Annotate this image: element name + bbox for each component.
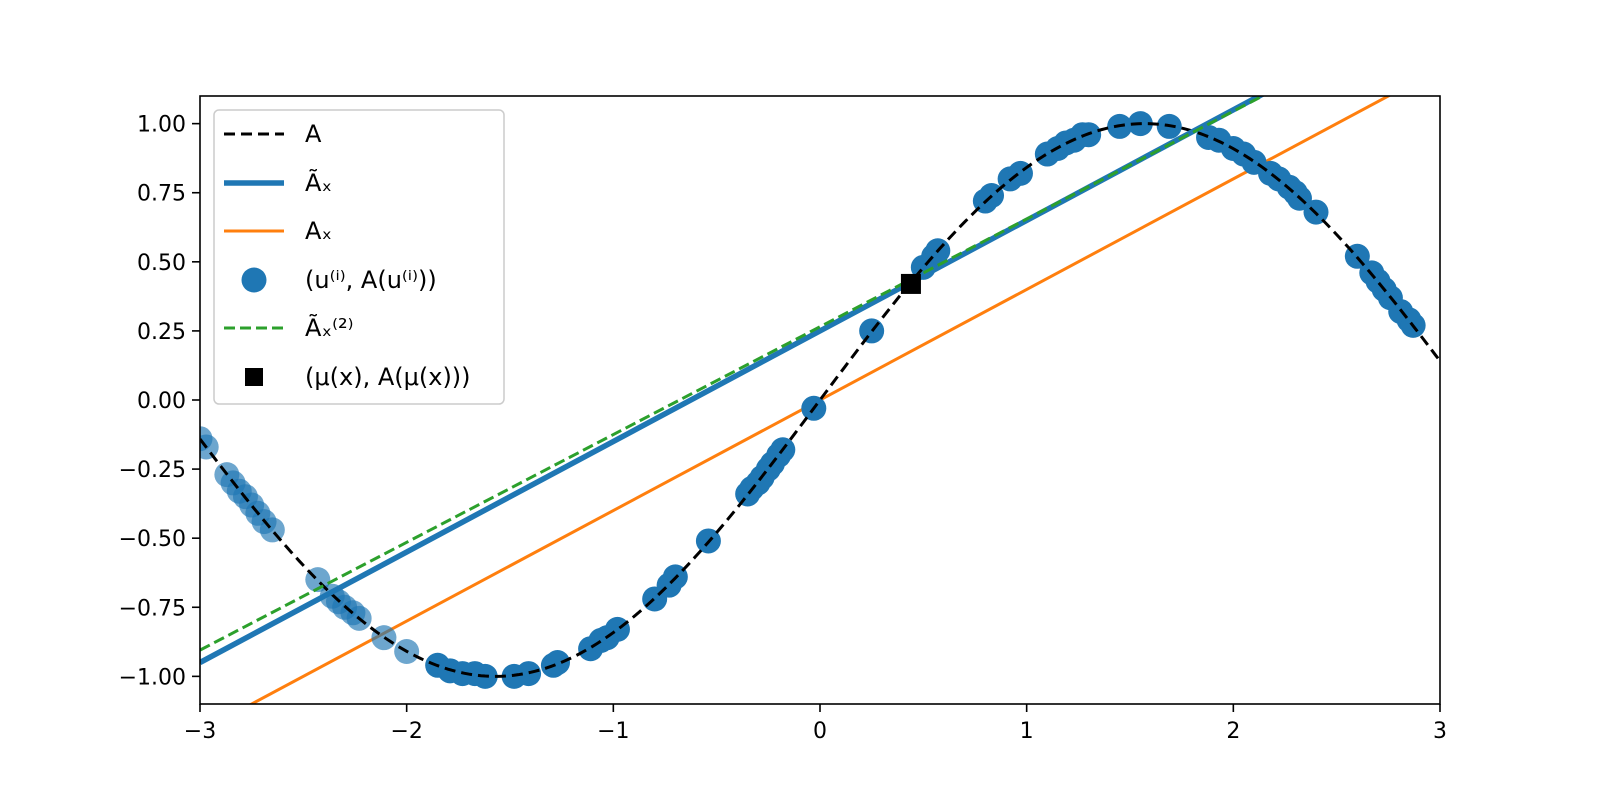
legend: A Ãₓ Aₓ (u⁽ⁱ⁾, A(u⁽ⁱ⁾)) Ãₓ⁽²⁾ (μ(x), A(μ(x))) — [213, 109, 505, 405]
y-tick-label: 0.50 — [137, 251, 186, 276]
series-line-a-tilde-x — [200, 96, 1265, 665]
series-line-a-tilde-x-2 — [200, 96, 1266, 652]
y-tick-label: −1.00 — [119, 665, 186, 690]
scatter-point — [545, 650, 571, 676]
x-tick-label: −2 — [390, 719, 422, 744]
y-tick-label: −0.75 — [119, 596, 186, 621]
y-tick-label: −0.25 — [119, 458, 186, 483]
legend-label: (u⁽ⁱ⁾, A(u⁽ⁱ⁾)) — [305, 266, 437, 294]
y-tick-label: 0.75 — [137, 182, 186, 207]
axes-layer: −3 −2 −1 0 1 2 3 −1.00 −0.75 −0.50 −0.25 0.00 0.25 0.… — [119, 113, 1447, 744]
x-tick-label: −3 — [184, 719, 216, 744]
legend-label: A — [305, 120, 322, 148]
x-tick-label: −1 — [597, 719, 629, 744]
x-tick-label: 2 — [1226, 719, 1240, 744]
legend-label: Aₓ — [305, 217, 332, 245]
legend-label: Ãₓ — [305, 167, 332, 197]
y-tick-label: 0.25 — [137, 320, 186, 345]
x-tick-label: 3 — [1433, 719, 1447, 744]
scatter-point — [859, 318, 885, 344]
scatter-point — [604, 616, 630, 642]
legend-handle-samples — [241, 267, 267, 293]
scatter-point — [200, 434, 219, 460]
legend-box — [213, 109, 505, 405]
series-layer — [200, 96, 1440, 704]
y-tick-label: 1.00 — [137, 113, 186, 138]
x-tick-label: 0 — [813, 719, 827, 744]
y-tick-label: 0.00 — [137, 389, 186, 414]
y-tick-label: −0.50 — [119, 527, 186, 552]
legend-label: Ãₓ⁽²⁾ — [305, 312, 353, 342]
series-curve-a — [200, 122, 1440, 678]
scatter-point — [371, 625, 397, 651]
x-tick-label: 1 — [1020, 719, 1034, 744]
mu-marker — [900, 273, 921, 294]
legend-handle-mu — [245, 368, 263, 386]
legend-label: (μ(x), A(μ(x))) — [305, 363, 471, 391]
scatter-point — [516, 661, 542, 687]
